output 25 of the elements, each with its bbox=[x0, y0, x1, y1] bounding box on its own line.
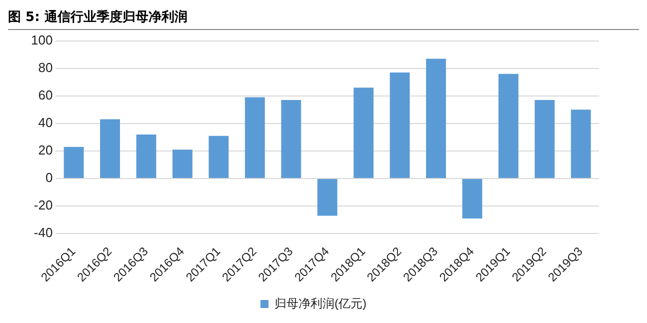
bar bbox=[534, 100, 555, 178]
y-tick-label: -20 bbox=[34, 198, 53, 213]
bar bbox=[354, 88, 374, 178]
chart-title: 图 5: 通信行业季度归母净利润 bbox=[8, 8, 639, 30]
bar bbox=[100, 119, 120, 178]
bar bbox=[64, 146, 84, 178]
bar bbox=[244, 97, 265, 178]
y-tick-label: 0 bbox=[45, 170, 53, 186]
bar bbox=[390, 72, 410, 178]
bar bbox=[317, 179, 338, 216]
bar bbox=[462, 179, 482, 218]
bar bbox=[498, 74, 518, 178]
y-tick-label: -40 bbox=[34, 225, 53, 240]
bar bbox=[570, 110, 591, 178]
y-tick-label: 100 bbox=[30, 32, 53, 48]
bar bbox=[426, 58, 446, 178]
y-tick-label: 20 bbox=[38, 142, 53, 158]
y-tick-label: 40 bbox=[38, 115, 53, 130]
bar bbox=[136, 134, 156, 178]
bar bbox=[281, 100, 302, 178]
bar bbox=[172, 150, 192, 178]
y-tick-label: 80 bbox=[38, 60, 53, 75]
bar bbox=[208, 136, 229, 178]
legend-label: 归母净利润(亿元) bbox=[274, 296, 367, 310]
y-tick-label: 60 bbox=[38, 87, 53, 102]
